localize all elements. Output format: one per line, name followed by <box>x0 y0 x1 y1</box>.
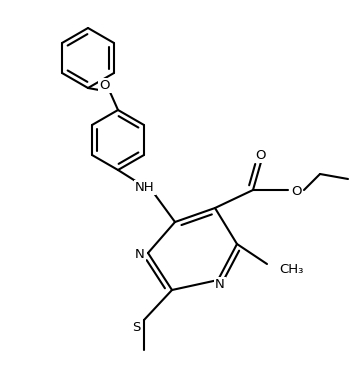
Text: N: N <box>135 248 145 261</box>
Text: O: O <box>291 185 301 198</box>
Text: N: N <box>215 278 225 291</box>
Text: O: O <box>256 149 266 162</box>
Text: NH: NH <box>135 181 155 194</box>
Text: O: O <box>100 79 110 92</box>
Text: CH₃: CH₃ <box>279 263 303 276</box>
Text: S: S <box>132 321 140 334</box>
